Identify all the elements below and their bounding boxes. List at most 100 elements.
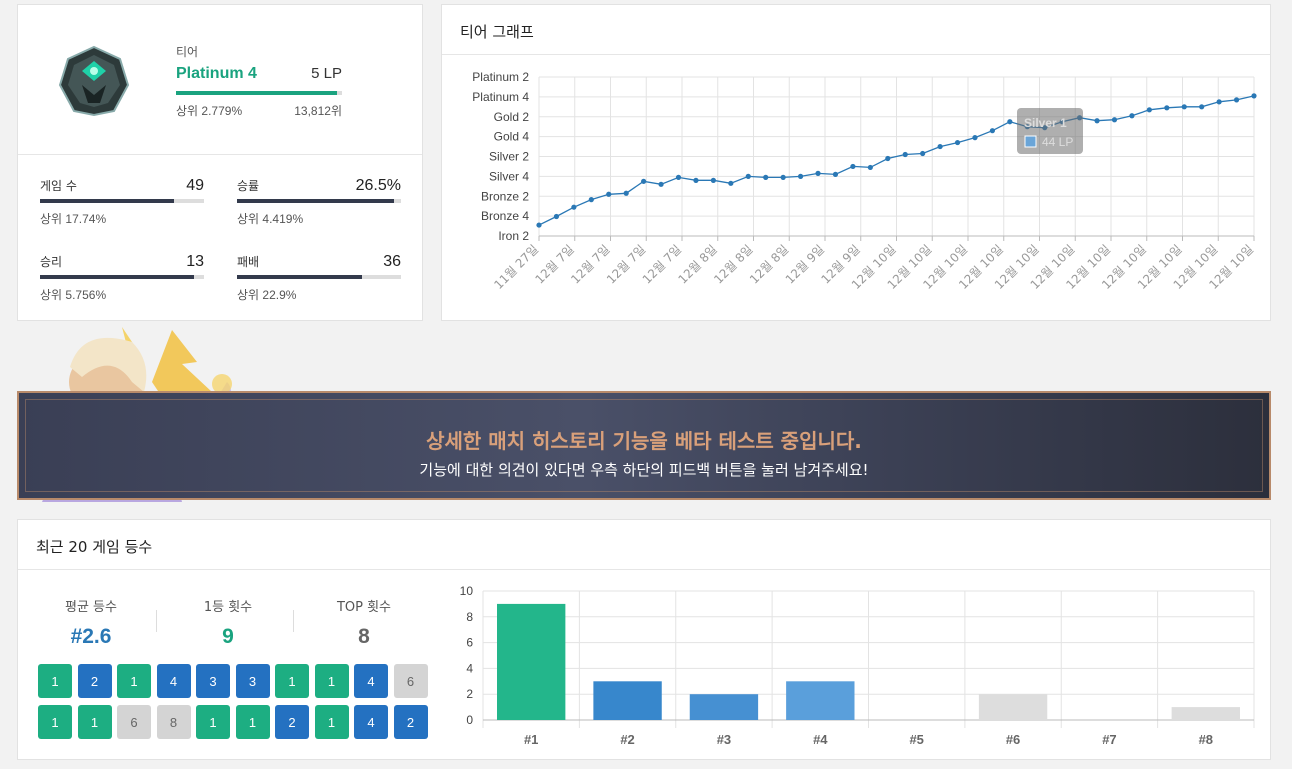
placement-cell[interactable]: 4: [156, 664, 191, 698]
data-point: [1216, 99, 1222, 105]
bar: [786, 681, 855, 720]
y-tick-label: Silver 2: [489, 150, 529, 164]
tier-card: 티어 Platinum 4 5 LP 상위 2.779% 13,812위 게임 …: [17, 4, 423, 321]
y-tick-label: Bronze 2: [481, 189, 529, 203]
data-point: [710, 177, 716, 183]
stat-sub: 상위 5.756%: [40, 288, 107, 302]
data-point: [1233, 97, 1240, 103]
platinum-emblem-icon: [58, 45, 130, 117]
data-point: [553, 213, 560, 220]
y-tick-label: Gold 4: [494, 130, 530, 144]
recent-placements-card: 최근 20 게임 등수 평균 등수 #2.6 1등 횟수 9 TOP 횟수 8 …: [17, 519, 1271, 760]
placement-cell[interactable]: 6: [117, 705, 151, 739]
stat-label: 게임 수: [40, 179, 77, 193]
data-point: [972, 135, 978, 141]
data-point: [1164, 105, 1170, 111]
y-tick-label: Bronze 4: [481, 209, 529, 223]
placement-cell[interactable]: 1: [235, 705, 270, 739]
data-point: [989, 128, 996, 134]
stat-bar: [237, 199, 401, 203]
placement-cell[interactable]: 4: [354, 705, 388, 739]
data-point: [588, 197, 594, 203]
placement-cell[interactable]: 3: [235, 664, 270, 698]
data-point: [1094, 118, 1100, 124]
tier-rank-percent: 상위 2.779%: [176, 104, 243, 118]
placement-cell[interactable]: 8: [156, 705, 191, 739]
placement-cell[interactable]: 2: [393, 705, 428, 739]
data-point: [850, 163, 856, 170]
first-count-value: 9: [222, 625, 234, 648]
banner-subtitle: 기능에 대한 의견이 있다면 우측 하단의 피드백 버튼을 눌러 남겨주세요!: [419, 461, 869, 479]
placement-cell[interactable]: 1: [314, 705, 349, 739]
data-point: [728, 180, 734, 186]
x-tick-label: #7: [1102, 732, 1116, 747]
x-tick-label: #2: [620, 732, 634, 747]
avg-placement-value: #2.6: [70, 625, 112, 648]
tier-rank-position: 13,812위: [294, 104, 342, 118]
data-point: [832, 171, 839, 177]
stat-bar: [40, 199, 204, 203]
first-count-label: 1등 횟수: [203, 600, 253, 615]
data-point: [658, 181, 664, 187]
bar: [497, 603, 566, 720]
data-point: [867, 164, 873, 171]
x-tick-label: #8: [1199, 732, 1213, 747]
tier-graph-card: 티어 그래프 Iron 2 Bronze 4 Bronze 2 Silver 4 Sil…: [441, 4, 1271, 321]
placement-cell[interactable]: 4: [354, 664, 388, 698]
data-point: [745, 173, 751, 179]
banner-title: 상세한 매치 히스토리 기능을 베타 테스트 중입니다.: [426, 429, 862, 453]
placement-cell[interactable]: 2: [77, 664, 112, 698]
placement-cell[interactable]: 1: [314, 664, 349, 698]
y-tick-label: 0: [466, 713, 473, 727]
data-point: [641, 178, 647, 184]
data-point: [1199, 104, 1205, 110]
bar: [593, 681, 662, 720]
y-tick-label: Platinum 4: [472, 90, 529, 104]
data-point: [937, 143, 943, 150]
bar: [689, 694, 759, 720]
stat-label: 패배: [237, 255, 260, 269]
data-point: [1146, 107, 1152, 113]
x-tick-label: #1: [524, 732, 538, 747]
y-tick-label: Iron 2: [498, 229, 529, 243]
chart-tooltip: Silver 1 44 LP: [1017, 108, 1083, 154]
stat-bar: [40, 275, 204, 279]
data-point: [1111, 117, 1118, 123]
data-point: [1129, 113, 1135, 119]
stat-sub: 상위 22.9%: [237, 288, 297, 302]
data-point: [902, 151, 908, 158]
first-count: 1등 횟수 9: [169, 596, 287, 649]
x-tick-label: #3: [717, 732, 731, 747]
stat-label: 승리: [40, 255, 63, 269]
tier-name: Platinum 4: [176, 65, 257, 82]
x-tick-label: 11월 27일: [491, 242, 541, 292]
top-count-label: TOP 횟수: [336, 600, 392, 615]
data-point: [1007, 119, 1013, 125]
data-point: [623, 190, 629, 196]
placement-cell[interactable]: 6: [393, 664, 428, 698]
placement-cell[interactable]: 3: [196, 664, 230, 698]
y-tick-label: Silver 4: [489, 169, 529, 183]
placement-cell[interactable]: 1: [196, 705, 230, 739]
placement-cell[interactable]: 1: [77, 705, 112, 739]
stat-sub: 상위 17.74%: [40, 212, 107, 226]
placement-cell[interactable]: 1: [38, 705, 72, 739]
tier-progress-bar: [176, 91, 342, 95]
placement-cell[interactable]: 1: [117, 664, 151, 698]
stat-value: 49: [186, 177, 204, 194]
placement-cell[interactable]: 1: [275, 664, 309, 698]
data-point: [571, 204, 577, 210]
data-point: [815, 170, 821, 176]
tier-series-line: [538, 95, 1255, 226]
tier-label: 티어: [176, 45, 199, 59]
data-point: [1251, 93, 1257, 99]
top-count: TOP 횟수 8: [305, 596, 423, 649]
y-tick-label: Platinum 2: [472, 70, 529, 84]
tier-line-chart[interactable]: Iron 2 Bronze 4 Bronze 2 Silver 4 Silver 2 Go…: [442, 5, 1272, 322]
data-point: [675, 174, 682, 180]
placement-cell[interactable]: 2: [275, 705, 309, 739]
x-tick-label: #5: [909, 732, 923, 747]
placement-cell[interactable]: 1: [38, 664, 72, 698]
y-tick-label: Gold 2: [494, 110, 530, 124]
